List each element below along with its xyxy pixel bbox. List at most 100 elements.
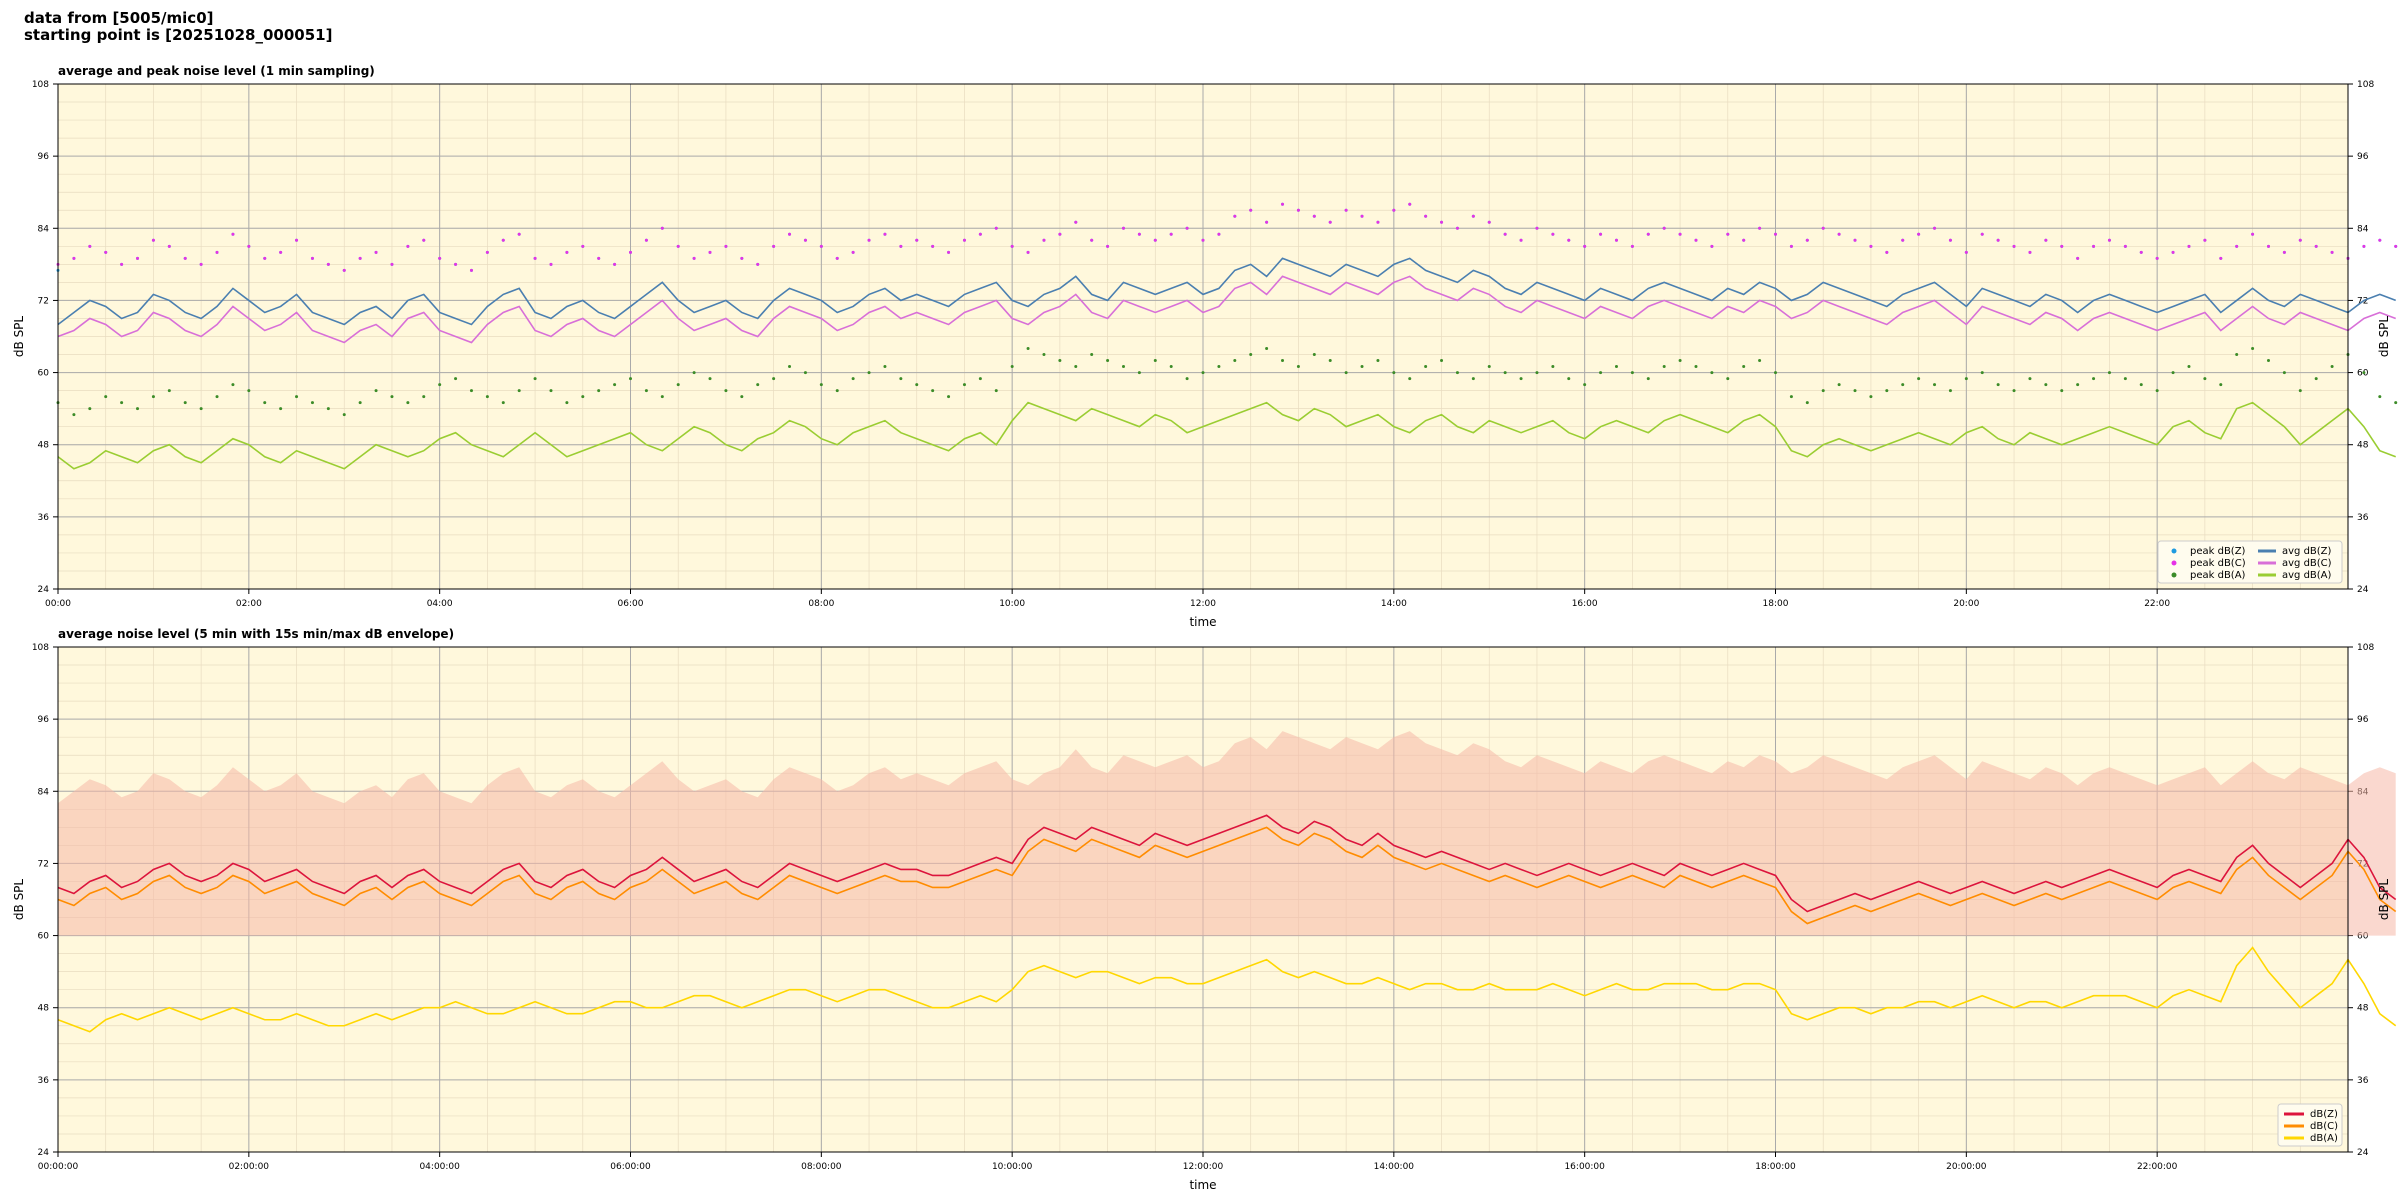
peak-dba-dot (1344, 371, 1348, 375)
peak-dba-dot (1933, 383, 1937, 387)
x-axis-label: time (1189, 615, 1216, 629)
peak-dba-dot (1376, 359, 1380, 363)
peak-dba-dot (724, 389, 728, 393)
peak-dbc-dot (1869, 244, 1873, 248)
peak-dba-dot (454, 377, 458, 381)
peak-dbc-dot (1217, 232, 1221, 236)
peak-dba-dot (994, 389, 998, 393)
peak-dba-dot (183, 401, 187, 405)
peak-dba-dot (501, 401, 505, 405)
peak-dbc-dot (597, 256, 601, 260)
peak-dba-dot (2028, 377, 2032, 381)
peak-dba-dot (1090, 353, 1094, 357)
peak-dba-dot (517, 389, 521, 393)
peak-dba-dot (438, 383, 442, 387)
peak-dba-dot (2044, 383, 2048, 387)
x-tick-label: 02:00 (236, 599, 262, 609)
x-tick-label: 08:00 (808, 599, 834, 609)
peak-dbc-dot (660, 226, 664, 230)
peak-dba-dot (2266, 359, 2270, 363)
y-axis-label-left: dB SPL (12, 316, 26, 358)
peak-dbc-dot (565, 250, 569, 254)
y-tick-label-left: 96 (38, 715, 50, 725)
peak-dbc-dot (501, 238, 505, 242)
peak-dba-dot (1774, 371, 1777, 375)
peak-dba-dot (565, 401, 569, 405)
peak-dbc-dot (1519, 238, 1523, 242)
peak-dba-dot (1599, 371, 1603, 375)
peak-dba-dot (263, 401, 267, 405)
peak-dbc-dot (1058, 232, 1062, 236)
peak-dbc-dot (1440, 220, 1444, 224)
x-tick-label: 18:00 (1763, 599, 1789, 609)
peak-dbc-dot (247, 244, 251, 248)
peak-dba-dot (167, 389, 171, 393)
peak-dba-dot (1662, 365, 1666, 369)
x-tick-label: 10:00:00 (992, 1162, 1033, 1172)
peak-dba-dot (2330, 365, 2334, 369)
peak-dba-dot (136, 407, 140, 411)
chart-title: average noise level (5 min with 15s min/… (58, 627, 454, 641)
peak-dba-dot (1121, 365, 1125, 369)
peak-dbc-dot (1471, 214, 1475, 218)
x-tick-label: 00:00 (45, 599, 71, 609)
peak-dbc-dot (1901, 238, 1905, 242)
peak-dbc-dot (326, 262, 330, 266)
peak-dbc-dot (2171, 250, 2175, 254)
peak-dba-dot (1201, 371, 1205, 375)
peak-dbc-dot (2028, 250, 2032, 254)
peak-dbc-dot (1917, 232, 1921, 236)
report-header: data from [5005/mic0] starting point is … (24, 10, 332, 44)
peak-dba-dot (390, 395, 394, 399)
legend: peak dB(Z)peak dB(C)peak dB(A)avg dB(Z)a… (2157, 540, 2343, 584)
peak-dba-dot (1630, 371, 1634, 375)
peak-dba-dot (1742, 365, 1746, 369)
peak-dbc-dot (342, 268, 346, 272)
peak-dba-dot (1758, 359, 1762, 363)
peak-dbc-dot (1837, 232, 1841, 236)
series-line-db-c- (57, 826, 2397, 925)
peak-dbc-dot (629, 250, 632, 254)
peak-dba-dot (692, 371, 696, 375)
peak-dba-dot (883, 365, 887, 369)
peak-dbc-dot (1201, 238, 1205, 242)
peak-dba-dot (1137, 371, 1141, 375)
peak-dbc-dot (2012, 244, 2016, 248)
peak-dbc-dot (2155, 256, 2159, 260)
peak-dbc-dot (1376, 220, 1380, 224)
y-tick-label-left: 60 (38, 369, 50, 379)
y-axis-label-right: dB SPL (2377, 316, 2391, 358)
peak-dba-dot (803, 371, 807, 375)
peak-dba-dot (1471, 377, 1475, 381)
peak-dbc-dot (151, 238, 155, 242)
peak-dba-dot (660, 395, 664, 399)
peak-dbc-dot (756, 262, 760, 266)
peak-dbc-dot (2092, 244, 2096, 248)
peak-dbc-dot (819, 244, 823, 248)
peak-dbc-dot (279, 250, 283, 254)
y-tick-label-left: 24 (38, 585, 50, 595)
peak-dbc-dot (1360, 214, 1364, 218)
peak-dba-dot (1519, 377, 1523, 381)
peak-dba-dot (1583, 383, 1587, 387)
peak-dbc-dot (1137, 232, 1141, 236)
peak-dbc-dot (2314, 244, 2318, 248)
peak-dbc-dot (2266, 244, 2270, 248)
peak-dba-dot (1678, 359, 1682, 363)
peak-dba-dot (88, 407, 92, 411)
y-tick-label-right: 36 (2357, 1076, 2369, 1086)
peak-dba-dot (1265, 347, 1269, 351)
y-tick-label-right: 96 (2357, 152, 2369, 162)
peak-dbc-dot (1281, 202, 1285, 206)
legend-label: dB(A) (2310, 1133, 2338, 1144)
peak-dbc-dot (1678, 232, 1682, 236)
x-tick-label: 10:00 (999, 599, 1025, 609)
peak-dba-dot (247, 389, 251, 393)
legend-dot-marker (2171, 560, 2177, 566)
peak-dba-dot (867, 371, 871, 375)
peak-dbc-dot (1455, 226, 1459, 230)
peak-dbc-dot (469, 268, 473, 272)
peak-dba-dot (2171, 371, 2175, 375)
peak-dbc-dot (199, 262, 203, 266)
